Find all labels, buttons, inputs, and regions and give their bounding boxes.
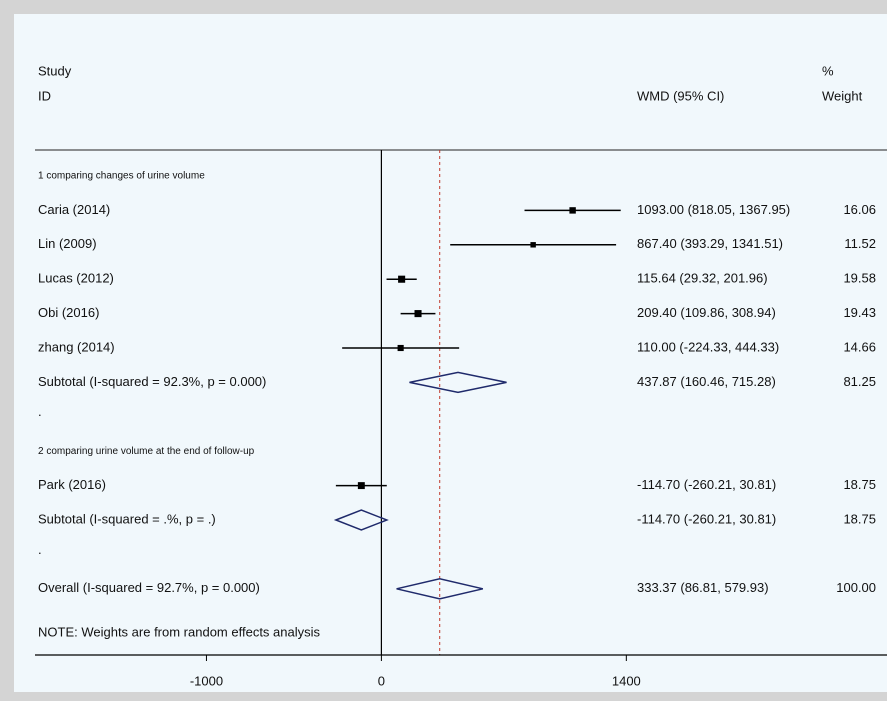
subtotal-name: Subtotal (I-squared = .%, p = .) xyxy=(38,511,216,526)
study-name: Caria (2014) xyxy=(38,202,110,217)
panel xyxy=(14,14,887,692)
ci-label: 1093.00 (818.05, 1367.95) xyxy=(637,202,790,217)
study-name: Lucas (2012) xyxy=(38,271,114,286)
study-marker xyxy=(398,275,406,283)
separator: . xyxy=(38,542,42,557)
group-label: 2 comparing urine volume at the end of f… xyxy=(38,446,255,457)
study-marker xyxy=(397,344,404,352)
weight-label: 100.00 xyxy=(836,580,876,595)
weight-label: 81.25 xyxy=(843,374,876,389)
weight-label: 18.75 xyxy=(843,511,876,526)
ci-label: 209.40 (109.86, 308.94) xyxy=(637,305,776,320)
weight-label: 18.75 xyxy=(843,477,876,492)
ci-label: -114.70 (-260.21, 30.81) xyxy=(637,477,776,492)
ci-label: 437.87 (160.46, 715.28) xyxy=(637,374,776,389)
study-name: Obi (2016) xyxy=(38,305,99,320)
pooled-diamond xyxy=(333,509,389,531)
study-marker xyxy=(569,207,576,214)
ci-label: -114.70 (-260.21, 30.81) xyxy=(637,511,776,526)
study-name: Lin (2009) xyxy=(38,236,97,251)
x-tick-label: -1000 xyxy=(190,673,223,688)
x-tick-label: 0 xyxy=(378,673,385,688)
pooled-diamond xyxy=(409,371,507,394)
header-weight: Weight xyxy=(822,88,863,103)
study-name: Park (2016) xyxy=(38,477,106,492)
study-marker xyxy=(357,482,365,490)
ci-label: 115.64 (29.32, 201.96) xyxy=(637,271,768,286)
header-effect: WMD (95% CI) xyxy=(637,88,724,103)
group-label: 1 comparing changes of urine volume xyxy=(38,171,205,182)
header-study: Study xyxy=(38,63,72,78)
study-name: zhang (2014) xyxy=(38,339,115,354)
separator: . xyxy=(38,404,42,419)
header-id: ID xyxy=(38,88,51,103)
pooled-diamond xyxy=(396,578,484,600)
ci-label: 110.00 (-224.33, 444.33) xyxy=(637,339,779,354)
header-weight-top: % xyxy=(822,63,834,78)
ci-label: 867.40 (393.29, 1341.51) xyxy=(637,236,783,251)
ci-label: 333.37 (86.81, 579.93) xyxy=(637,580,769,595)
weight-label: 19.58 xyxy=(843,271,876,286)
weight-label: 19.43 xyxy=(843,305,876,320)
weight-label: 11.52 xyxy=(844,236,876,251)
study-marker xyxy=(414,310,422,318)
study-marker xyxy=(530,242,536,248)
overall-name: Overall (I-squared = 92.7%, p = 0.000) xyxy=(38,580,260,595)
weight-label: 16.06 xyxy=(843,202,876,217)
weight-label: 14.66 xyxy=(843,339,876,354)
subtotal-name: Subtotal (I-squared = 92.3%, p = 0.000) xyxy=(38,374,266,389)
x-tick-label: 1400 xyxy=(612,673,641,688)
note: NOTE: Weights are from random effects an… xyxy=(38,624,321,639)
